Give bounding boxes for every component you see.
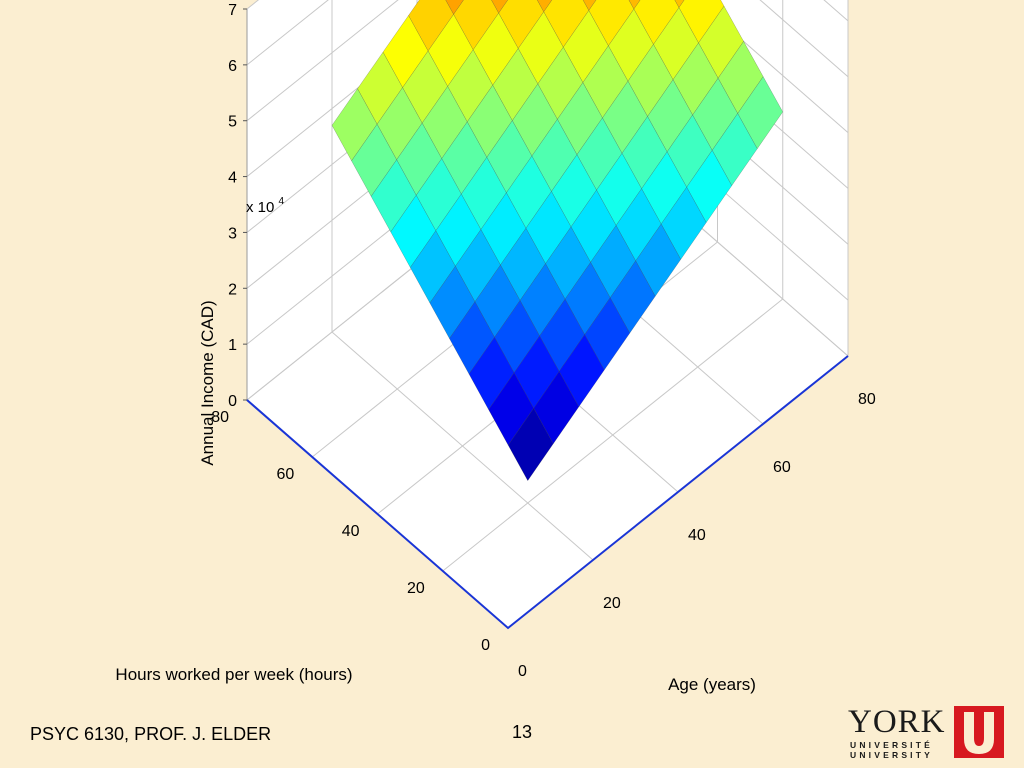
z-tick-label: 2 (228, 281, 237, 298)
z-exponent-power: 4 (279, 196, 285, 207)
z-tick-label: 1 (228, 337, 237, 354)
logo-line-en: UNIVERSITY (850, 750, 934, 760)
page-number: 13 (512, 722, 533, 742)
wall-grid-line (246, 0, 399, 122)
wall-grid-line (759, 0, 849, 78)
y-tick-label: 80 (211, 409, 229, 426)
surface-patch (582, 0, 597, 11)
surface-patch (491, 0, 509, 14)
z-tick-label: 5 (228, 114, 237, 131)
z-axis-label: Annual Income (CAD) (198, 300, 217, 465)
x-tick-label: 80 (858, 391, 876, 408)
footer-course: PSYC 6130, PROF. J. ELDER (30, 724, 272, 744)
x-tick-label: 60 (773, 459, 791, 476)
y-tick-label: 20 (407, 580, 425, 597)
surface-patch (507, 407, 554, 482)
wall-grid-line (246, 0, 329, 66)
y-tick-label: 40 (342, 523, 360, 540)
y-tick-label: 0 (481, 637, 490, 654)
floor-grid-line (442, 298, 784, 572)
x-tick-label: 0 (518, 663, 527, 680)
x-tick-label: 40 (688, 527, 706, 544)
z-tick-label: 0 (228, 393, 237, 410)
surface-patch (674, 0, 685, 9)
z-tick-label: 3 (228, 225, 237, 242)
surface-patch (536, 0, 553, 13)
logo-line-fr: UNIVERSITÉ (850, 740, 934, 750)
projection-lines (246, 355, 849, 630)
z-exponent-label: x 10 4 (246, 196, 285, 216)
x-axis-label: Age (years) (668, 675, 756, 694)
surface-patch (628, 0, 641, 10)
x-tick-label: 20 (603, 595, 621, 612)
surface-patch (445, 0, 464, 15)
z-tick-label: 6 (228, 58, 237, 75)
york-u-mark-icon (954, 706, 1004, 758)
z-tick-label: 4 (228, 170, 237, 187)
surface-plot (331, 0, 783, 482)
logo-wordmark: YORK (848, 704, 946, 740)
floor-projection-line (246, 355, 849, 630)
z-tick-label: 7 (228, 2, 237, 19)
y-axis-label: Hours worked per week (hours) (115, 665, 352, 684)
z-exponent-base: x 10 (246, 199, 274, 216)
york-logo: YORK UNIVERSITÉ UNIVERSITY (846, 704, 1006, 764)
y-tick-label: 60 (276, 466, 294, 483)
